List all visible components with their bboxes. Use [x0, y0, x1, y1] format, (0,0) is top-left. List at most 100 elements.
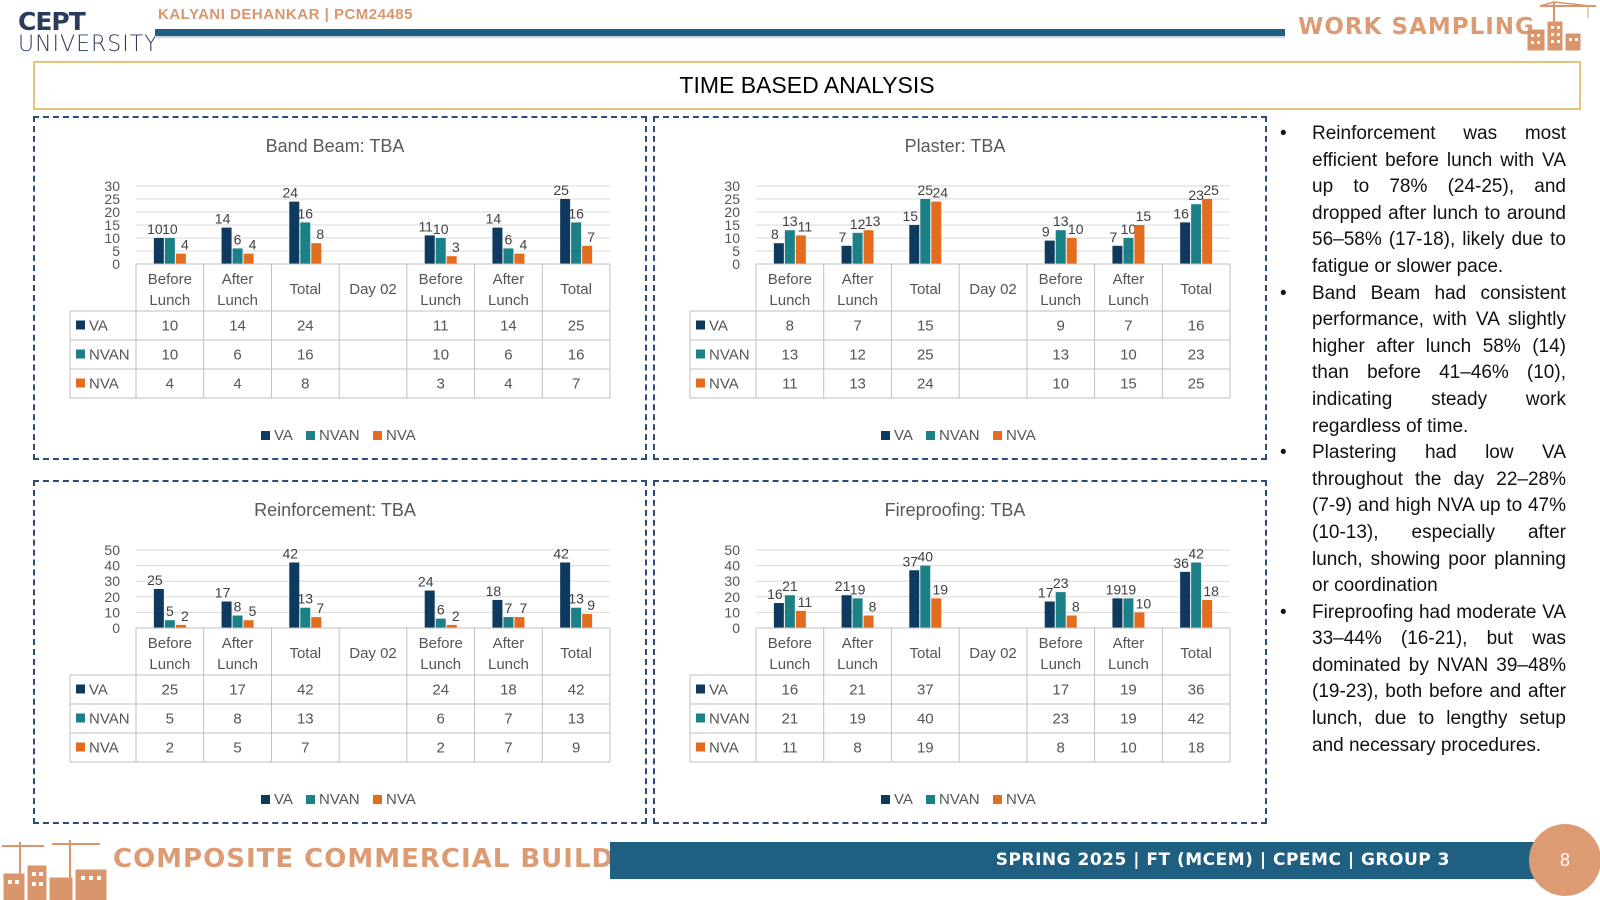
data-label: 10 [147, 221, 163, 237]
table-cell: 2 [166, 740, 174, 757]
bar-va [1044, 240, 1055, 264]
table-cell: 13 [782, 347, 799, 364]
bar-nvan [852, 598, 863, 628]
table-cell: 11 [782, 376, 798, 393]
table-cell: 8 [1057, 740, 1065, 757]
cept-university-logo: CEPT UNIVERSITY [18, 9, 158, 56]
chart-panel-fireproofing: Fireproofing: TBA 0 10 20 30 40 50 16 21 37 17 19 36… [653, 480, 1267, 824]
bar-va [153, 589, 164, 628]
table-cell: 42 [297, 682, 314, 699]
course-info: SPRING 2025 | FT (MCEM) | CPEMC | GROUP … [995, 850, 1450, 870]
y-tick-label: 0 [732, 620, 740, 636]
table-cell: 19 [1120, 682, 1137, 699]
bar-nvan [571, 222, 582, 264]
data-label: 9 [587, 597, 595, 613]
data-label: 14 [486, 211, 502, 227]
data-label: 13 [1053, 213, 1069, 229]
legend-swatch-va [261, 795, 270, 804]
bar-nva [795, 235, 806, 264]
data-label: 18 [1203, 583, 1219, 599]
category-label: Total [289, 281, 321, 298]
y-tick-label: 25 [724, 191, 740, 207]
bar-nva [243, 253, 254, 264]
legend-swatch-va [261, 431, 270, 440]
data-label: 7 [316, 600, 324, 616]
data-label: 4 [520, 237, 528, 253]
table-cell: 24 [432, 682, 449, 699]
bar-va [1180, 571, 1191, 628]
data-label: 10 [1136, 595, 1152, 611]
y-tick-label: 25 [104, 191, 120, 207]
table-cell: 21 [849, 682, 866, 699]
note-item: • Plastering had low VA throughout the da… [1280, 440, 1566, 600]
data-label: 42 [1188, 545, 1204, 561]
bullet-icon: • [1280, 282, 1287, 304]
category-label: Lunch [488, 656, 529, 673]
bar-nva [1134, 225, 1145, 264]
data-label: 18 [486, 583, 502, 599]
data-label: 11 [798, 594, 813, 610]
bar-nva [1066, 238, 1077, 264]
data-label: 10 [1121, 221, 1137, 237]
data-label: 8 [316, 226, 324, 242]
table-cell: 8 [786, 318, 794, 335]
bar-nva [1202, 199, 1213, 264]
bar-nva [446, 624, 457, 628]
data-label: 19 [850, 581, 866, 597]
legend-label: VA [894, 791, 913, 808]
data-label: 13 [568, 591, 584, 607]
y-tick-label: 10 [104, 604, 120, 620]
table-cell: 8 [853, 740, 861, 757]
table-cell: 7 [853, 318, 861, 335]
construction-crane-icon [1527, 1, 1596, 51]
table-cell: 12 [849, 347, 866, 364]
table-cell: 23 [1052, 711, 1069, 728]
table-cell: 7 [301, 740, 309, 757]
table-cell: 10 [432, 347, 449, 364]
data-label: 6 [505, 231, 513, 247]
data-label: 7 [587, 229, 595, 245]
bar-nvan [232, 248, 243, 264]
bar-nvan [1055, 230, 1066, 264]
bar-va [221, 601, 232, 628]
bar-nvan [503, 617, 514, 628]
category-label: Day 02 [969, 645, 1017, 662]
table-cell: 40 [917, 711, 934, 728]
bar-nvan [784, 595, 795, 628]
legend-swatch-nva [373, 431, 382, 440]
table-cell: 42 [568, 682, 585, 699]
bar-nva [1066, 615, 1077, 628]
category-label: Before [148, 271, 192, 288]
y-tick-label: 10 [104, 230, 120, 246]
bar-nvan [435, 618, 446, 628]
category-label: Lunch [488, 292, 529, 309]
table-row-label: NVA [709, 740, 739, 757]
data-label: 19 [932, 581, 948, 597]
category-label: After [842, 635, 874, 652]
bar-va [424, 235, 435, 264]
table-cell: 6 [233, 347, 241, 364]
bar-nvan [1123, 598, 1134, 628]
table-cell: 13 [297, 711, 314, 728]
data-label: 13 [297, 591, 313, 607]
y-tick-label: 5 [112, 243, 120, 259]
table-cell: 13 [849, 376, 866, 393]
data-label: 16 [767, 586, 783, 602]
data-label: 17 [1038, 584, 1054, 600]
legend-label: VA [274, 427, 293, 444]
legend-swatch-nva [373, 795, 382, 804]
bar-va [289, 562, 300, 628]
legend-key-nvan [696, 713, 705, 723]
data-label: 15 [902, 208, 918, 224]
legend-key-nvan [696, 349, 705, 359]
y-tick-label: 10 [724, 604, 740, 620]
data-label: 24 [418, 574, 434, 590]
table-cell: 25 [568, 318, 585, 335]
header-divider-shadow [155, 36, 1285, 38]
data-label: 23 [1188, 187, 1204, 203]
analysis-notes: • Reinforcement was most efficient before… [1280, 121, 1566, 759]
bar-nvan [1191, 562, 1202, 628]
table-cell: 14 [229, 318, 246, 335]
bar-nvan [571, 607, 582, 628]
